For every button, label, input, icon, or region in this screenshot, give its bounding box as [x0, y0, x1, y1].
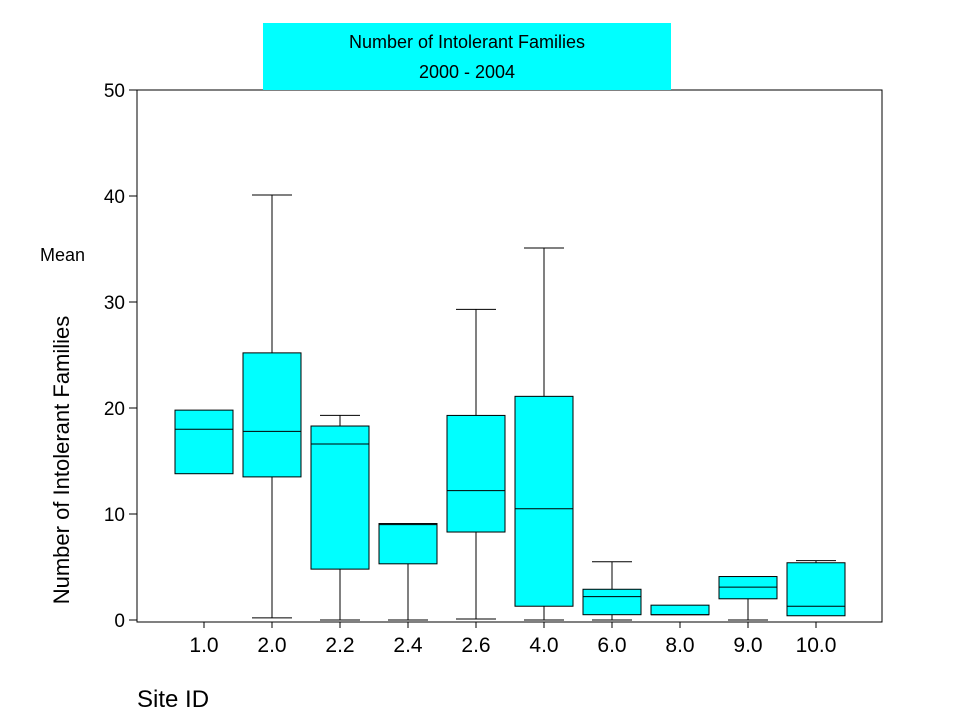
x-axis: 1.0 2.0 2.2 2.4 2.6 4.0 6.0 8.0 9.0 10.0: [189, 622, 836, 657]
y-tick-label: 40: [104, 187, 125, 208]
y-axis-label: Number of Intolerant Families: [49, 315, 74, 605]
box-group: [310, 414, 370, 621]
plot-frame: [136, 89, 883, 623]
x-tick-label: 2.0: [257, 634, 286, 657]
box-iqr: [446, 414, 506, 533]
box-group: [446, 308, 506, 620]
box-group: [242, 194, 302, 619]
box-iqr: [718, 576, 778, 600]
box-group: [378, 523, 438, 621]
x-tick-label: 6.0: [597, 634, 626, 657]
box-group: [650, 604, 710, 616]
y-axis: 0 10 20 30 40 50: [104, 81, 137, 632]
y-tick-label: 10: [104, 505, 125, 526]
chart-title-line-1: Number of Intolerant Families: [348, 31, 586, 52]
box-iqr: [650, 604, 710, 616]
box-group: [718, 576, 778, 621]
box-iqr: [378, 523, 438, 565]
box-iqr: [514, 395, 574, 607]
x-tick-label: 9.0: [733, 634, 762, 657]
boxes-layer: [174, 194, 846, 621]
box-iqr: [174, 409, 234, 475]
y-tick-label: 50: [104, 81, 125, 102]
x-tick-label: 1.0: [189, 634, 218, 657]
box-iqr: [242, 352, 302, 478]
y-tick-label: 20: [104, 399, 125, 420]
box-group: [174, 409, 234, 475]
chart-title-box: Number of Intolerant Families 2000 - 200…: [263, 23, 671, 90]
x-tick-label: 2.6: [461, 634, 490, 657]
y-axis-label-mean: Mean: [40, 245, 86, 265]
box-group: [514, 247, 574, 621]
box-group: [582, 561, 642, 621]
box-group: [786, 560, 846, 617]
box-iqr: [310, 425, 370, 570]
y-tick-label: 0: [114, 611, 125, 632]
x-tick-label: 8.0: [665, 634, 694, 657]
x-tick-label: 2.2: [325, 634, 354, 657]
box-iqr: [786, 562, 846, 617]
x-tick-label: 4.0: [529, 634, 558, 657]
chart-title-line-2: 2000 - 2004: [418, 61, 516, 82]
box-iqr: [582, 588, 642, 616]
y-axis-label-wrap: Number of Intolerant Families: [40, 290, 84, 630]
y-tick-label: 30: [104, 293, 125, 314]
x-tick-label: 2.4: [393, 634, 423, 657]
x-axis-label: Site ID: [137, 686, 210, 713]
x-tick-label: 10.0: [796, 634, 837, 657]
